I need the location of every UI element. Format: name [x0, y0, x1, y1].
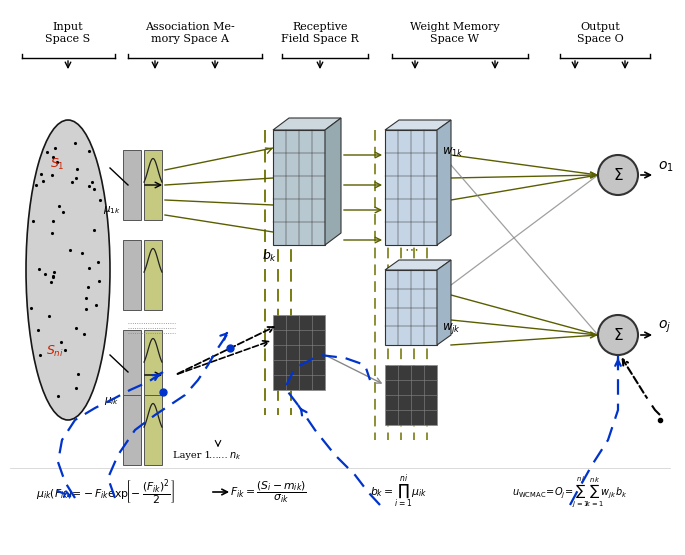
Bar: [273, 130, 325, 245]
Bar: [123, 395, 141, 465]
Text: $o_1$: $o_1$: [658, 160, 674, 174]
Bar: [144, 150, 162, 220]
Bar: [273, 315, 325, 390]
Text: $u_{\rm WCMAC}\!=\!O_j\!=\!\sum_{j=1}^{nj}\!\sum_{k=1}^{nk}\!w_{jk}b_k$: $u_{\rm WCMAC}\!=\!O_j\!=\!\sum_{j=1}^{n…: [512, 475, 627, 509]
Text: Association Me-
mory Space A: Association Me- mory Space A: [145, 22, 235, 44]
Circle shape: [598, 315, 638, 355]
Bar: [385, 365, 437, 425]
Bar: [385, 130, 437, 245]
Text: $S_{ni}$: $S_{ni}$: [46, 344, 64, 359]
Text: $b_k = \prod_{i=1}^{ni} \mu_{ik}$: $b_k = \prod_{i=1}^{ni} \mu_{ik}$: [369, 473, 427, 511]
Text: Weight Memory
Space W: Weight Memory Space W: [410, 22, 500, 44]
Text: Input
Space S: Input Space S: [45, 22, 90, 44]
Text: Output
Space O: Output Space O: [577, 22, 623, 44]
Text: $F_{ik} = \dfrac{(S_i - m_{ik})}{\sigma_{ik}}$: $F_{ik} = \dfrac{(S_i - m_{ik})}{\sigma_…: [229, 480, 306, 504]
Text: $w_{jk}$: $w_{jk}$: [442, 321, 461, 336]
Ellipse shape: [26, 120, 110, 420]
Text: $w_{1k}$: $w_{1k}$: [442, 146, 464, 159]
Polygon shape: [385, 260, 451, 270]
Text: $\Sigma$: $\Sigma$: [612, 327, 623, 343]
Polygon shape: [385, 120, 451, 130]
Text: $\ldots\ldots\, n_k$: $\ldots\ldots\, n_k$: [208, 450, 241, 462]
Polygon shape: [437, 260, 451, 345]
Text: $\mu_{ik}(F_{ik})\!=\!-F_{ik}\exp\!\!\left[\!-\dfrac{(F_{ik})^2}{2}\right]$: $\mu_{ik}(F_{ik})\!=\!-F_{ik}\exp\!\!\le…: [36, 477, 175, 507]
Bar: [123, 240, 141, 310]
Bar: [144, 240, 162, 310]
Bar: [123, 330, 141, 400]
Bar: [144, 395, 162, 465]
Text: $o_j$: $o_j$: [658, 319, 671, 335]
Bar: [144, 330, 162, 400]
Polygon shape: [325, 118, 341, 245]
Text: Layer 1: Layer 1: [173, 451, 211, 460]
Text: $\cdots$: $\cdots$: [404, 241, 418, 255]
Text: $\mu_{ik}$: $\mu_{ik}$: [104, 395, 120, 407]
Bar: [385, 270, 437, 345]
Polygon shape: [273, 118, 341, 130]
Text: Receptive
Field Space R: Receptive Field Space R: [281, 22, 359, 44]
Text: $S_1$: $S_1$: [50, 157, 64, 172]
Circle shape: [598, 155, 638, 195]
Bar: [123, 150, 141, 220]
Text: $\Sigma$: $\Sigma$: [612, 167, 623, 183]
Text: $\mu_{1k}$: $\mu_{1k}$: [103, 204, 121, 216]
Polygon shape: [437, 120, 451, 245]
Text: $b_k$: $b_k$: [262, 248, 277, 264]
